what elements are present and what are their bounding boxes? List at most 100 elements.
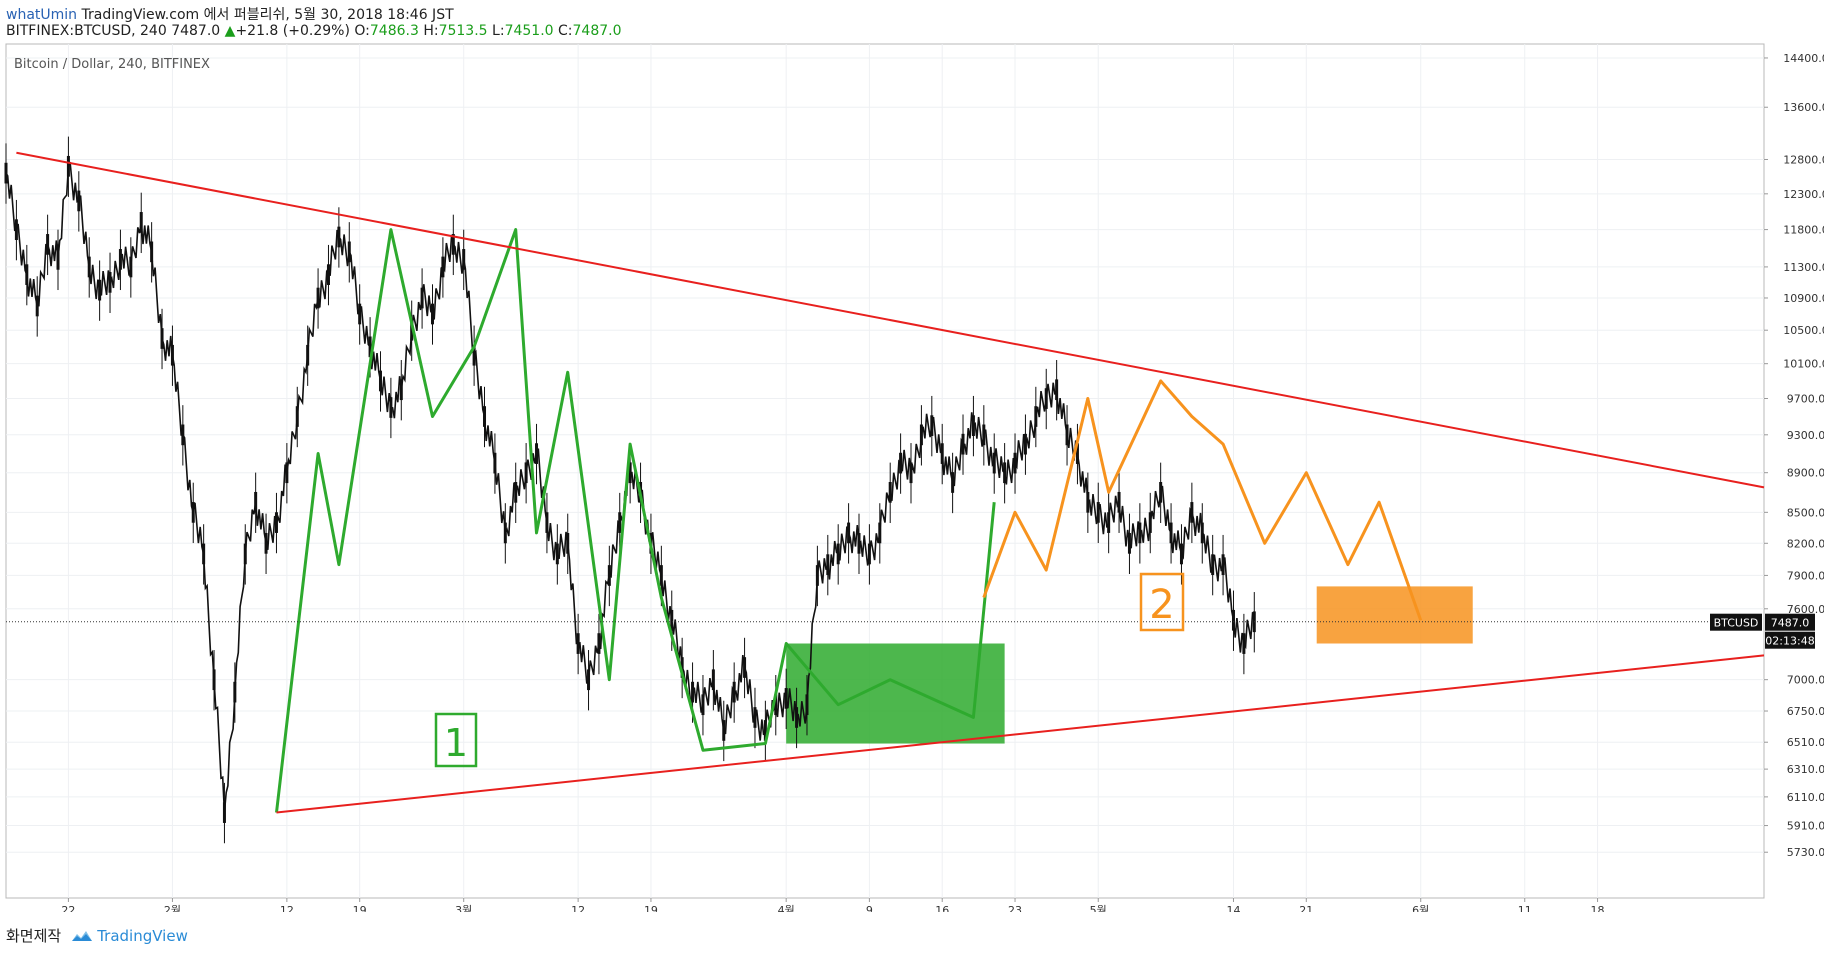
candle-body — [4, 162, 8, 184]
change-value: +21.8 (+0.29%) — [235, 23, 350, 39]
candle-body — [14, 219, 18, 240]
up-triangle-icon: ▲ — [224, 23, 236, 39]
candle-body — [784, 688, 788, 709]
y-tick-label: 12300.0 — [1783, 188, 1824, 201]
candle-body — [170, 344, 174, 366]
candle-body — [743, 657, 747, 678]
y-tick-label: 10100.0 — [1783, 358, 1824, 371]
y-tick-label: 10500.0 — [1783, 324, 1824, 337]
close-value: 7487.0 — [572, 23, 622, 39]
tradingview-brand[interactable]: TradingView — [71, 927, 188, 945]
candle-body — [524, 462, 528, 484]
wave2-label-frame — [1139, 572, 1185, 632]
candle-body — [389, 397, 393, 418]
last-price: 7487.0 — [171, 23, 221, 39]
candle-body — [711, 669, 715, 691]
candle-body — [805, 694, 809, 716]
candle-body — [795, 707, 799, 728]
candle-body — [1148, 512, 1152, 533]
candle-body — [25, 264, 29, 285]
trendlines[interactable] — [16, 151, 1765, 814]
candle-body — [160, 328, 164, 349]
y-tick-label: 6310.0 — [1787, 763, 1824, 776]
price-badge: BTCUSD 7487.0 02:13:48 — [1710, 613, 1815, 649]
wave2-path — [982, 379, 1423, 621]
candle-body — [1138, 522, 1142, 544]
publish-info: TradingView.com 에서 퍼블리쉬, 5월 30, 2018 18:… — [81, 7, 454, 23]
wave2-label: 2 — [1149, 582, 1174, 628]
y-tick-label: 9700.0 — [1787, 393, 1824, 406]
candle-body — [191, 502, 195, 523]
symbol-badge-bg — [1710, 613, 1762, 631]
x-tick-label: 23 — [1008, 904, 1022, 912]
author-name[interactable]: whatUmin — [6, 7, 78, 23]
y-tick-label: 12800.0 — [1783, 153, 1824, 166]
candle-body — [888, 482, 892, 503]
x-tick-label: 9 — [866, 904, 873, 912]
candle-body — [202, 543, 206, 565]
y-tick-label: 9300.0 — [1787, 429, 1824, 442]
candle-body — [150, 241, 154, 263]
wave1-label-frame — [434, 712, 478, 768]
wave1-path — [275, 228, 996, 813]
x-tick-label: 5월 — [1090, 904, 1107, 912]
price-series — [4, 136, 1256, 844]
candle-body — [930, 415, 934, 436]
x-tick-label: 3월 — [455, 904, 472, 912]
candle-body — [1179, 543, 1183, 565]
y-tick-label: 7900.0 — [1787, 569, 1824, 582]
candle-body — [462, 249, 466, 270]
candle-body — [535, 443, 539, 464]
candle-body — [129, 256, 133, 278]
orange-consolidation-box — [1316, 586, 1473, 644]
x-tick-label: 6월 — [1412, 904, 1429, 912]
candle-body — [108, 272, 112, 293]
candle-body — [181, 424, 185, 446]
candle-body — [337, 226, 341, 248]
candle-body — [597, 633, 601, 654]
candle-body — [847, 522, 851, 544]
candle-body — [857, 533, 861, 554]
candle-body — [1023, 433, 1027, 455]
price-badge-text: 7487.0 — [1771, 617, 1810, 630]
candle-body — [815, 565, 819, 586]
y-tick-label: 8900.0 — [1787, 467, 1824, 480]
candle-body — [961, 433, 965, 455]
made-with-label: 화면제작 — [6, 927, 62, 945]
lower-trendline — [276, 654, 1765, 814]
candle-body — [566, 533, 570, 554]
x-tick-label: 4월 — [778, 904, 795, 912]
y-tick-label: 11800.0 — [1783, 224, 1824, 237]
candle-body — [1065, 424, 1069, 446]
y-tick-label: 7600.0 — [1787, 603, 1824, 616]
candle-body — [399, 379, 403, 401]
x-tick-label: 18 — [1591, 904, 1605, 912]
candle-body — [659, 565, 663, 586]
price-chart[interactable]: 14400.0 13600.0 12800.0 12300.0 11800.0 11300… — [0, 0, 1824, 912]
candle-body — [87, 256, 91, 278]
y-tick-label: 5730.0 — [1787, 846, 1824, 859]
x-tick-label: 14 — [1226, 904, 1240, 912]
candle-body — [628, 462, 632, 484]
candle-body — [618, 512, 622, 533]
candle-body — [732, 681, 736, 703]
candle-body — [1127, 533, 1131, 554]
x-tick-label: 12 — [280, 904, 294, 912]
symbol-label: BITFINEX:BTCUSD, 240 — [6, 23, 167, 39]
candle-body — [1003, 462, 1007, 484]
candle-body — [691, 681, 695, 703]
wave1-label: 1 — [444, 721, 468, 765]
low-label: L: — [492, 23, 505, 39]
low-value: 7451.0 — [504, 23, 554, 39]
candle-body — [451, 234, 455, 255]
candle-body — [347, 241, 351, 263]
symbol-badge-text: BTCUSD — [1714, 617, 1759, 630]
tradingview-logo-icon — [72, 930, 93, 941]
candle-body — [1096, 502, 1100, 523]
countdown-badge-text: 02:13:48 — [1765, 635, 1814, 648]
candle-body — [774, 694, 778, 716]
candle-body — [899, 452, 903, 474]
wave-paths — [275, 228, 1423, 813]
candle-body — [940, 443, 944, 464]
x-tick-label: 19 — [644, 904, 658, 912]
